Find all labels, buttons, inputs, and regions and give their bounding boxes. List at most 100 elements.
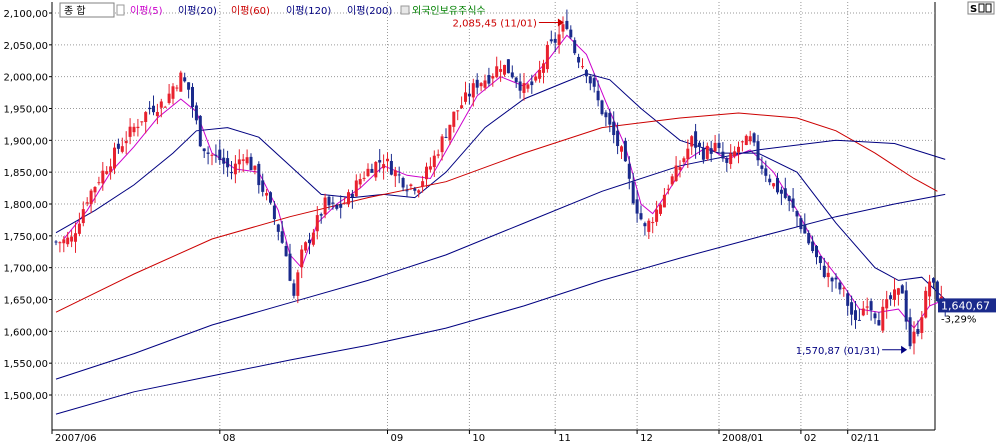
candle-body — [565, 20, 569, 29]
x-tick-label: 02 — [804, 433, 817, 443]
x-tick-label: 11 — [558, 433, 571, 443]
candle-body — [655, 209, 659, 222]
candle-body — [54, 241, 58, 243]
y-axis: 2,100,00 2,050,00 2,000,00 1,950,00 1,900,00… — [3, 9, 52, 402]
candle-body — [163, 106, 167, 108]
candle-body — [534, 76, 538, 81]
candle-body — [109, 166, 113, 173]
candle-body — [288, 253, 292, 281]
candle-body — [167, 93, 171, 103]
candle-body — [846, 293, 850, 306]
candle-body — [421, 181, 425, 187]
candle-body — [686, 148, 690, 160]
candle-body — [932, 278, 935, 283]
candle-body — [241, 159, 245, 161]
candle-body — [698, 142, 701, 147]
candle-body — [413, 188, 417, 191]
candle-body — [194, 105, 198, 121]
candle-body — [721, 151, 725, 159]
close-button-label[interactable]: S — [970, 4, 977, 15]
candle-body — [748, 136, 752, 142]
candle-body — [253, 165, 257, 170]
candle-body — [752, 133, 756, 143]
candle-body — [787, 195, 791, 202]
candle-body — [183, 77, 187, 82]
candle-body — [803, 224, 807, 234]
candle-body — [842, 287, 846, 289]
candle-body — [393, 170, 397, 177]
candle-body — [382, 164, 386, 169]
candle-body — [159, 101, 163, 108]
candle-body — [335, 205, 339, 209]
candle-body — [354, 180, 358, 197]
candle-body — [647, 220, 651, 232]
candle-body — [783, 188, 787, 198]
candle-body — [885, 299, 889, 309]
candle-body — [522, 83, 526, 93]
candle-body — [811, 241, 815, 252]
candle-body — [764, 168, 768, 176]
candle-body — [386, 158, 389, 162]
candle-body — [136, 126, 140, 129]
candle-body — [865, 306, 869, 308]
candle-body — [448, 124, 452, 140]
candle-body — [740, 141, 744, 143]
candle-body — [705, 145, 709, 159]
candle-body — [452, 111, 456, 127]
candle-body — [869, 301, 873, 311]
y-tick-label: 2,050,00 — [3, 41, 48, 52]
x-tick-label: 10 — [472, 433, 485, 443]
candle-body — [487, 74, 491, 84]
candle-body — [93, 186, 97, 193]
candle-body — [854, 310, 857, 321]
candle-body — [175, 87, 179, 89]
candle-body — [257, 163, 261, 186]
candle-body — [733, 151, 737, 157]
candle-body — [682, 158, 686, 163]
candle-body — [315, 215, 319, 232]
close-button[interactable]: S — [967, 1, 995, 15]
ma-line — [55, 72, 946, 300]
candle-body — [670, 176, 674, 185]
candle-body — [432, 155, 436, 168]
candle-body — [573, 40, 577, 54]
legend-box-label[interactable]: 종 합 — [64, 5, 86, 17]
candle-body — [577, 56, 581, 63]
candle-body — [62, 239, 66, 244]
candle-body — [526, 84, 530, 89]
candle-body — [144, 112, 148, 122]
candle-body — [807, 233, 811, 244]
candle-body — [690, 136, 694, 147]
candle-body — [409, 184, 413, 187]
y-tick-label: 1,600,00 — [3, 327, 48, 338]
candle-body — [214, 154, 218, 156]
candle-body — [467, 93, 471, 97]
candle-body — [737, 146, 740, 153]
candle-body — [538, 69, 542, 79]
candle-body — [627, 163, 631, 179]
candle-body — [760, 165, 764, 169]
x-tick-label: 12 — [640, 433, 653, 443]
candle-body — [101, 170, 105, 184]
candle-body — [510, 72, 514, 78]
candle-body — [815, 245, 818, 258]
legend-checkbox[interactable] — [400, 5, 410, 15]
candle-body — [709, 148, 713, 154]
candle-body — [210, 154, 214, 156]
x-tick-label: 2007/06 — [55, 433, 97, 443]
legend-ma200: 이평(200) — [347, 5, 392, 17]
candle-body — [877, 320, 881, 326]
candle-body — [280, 231, 284, 243]
restore-icon — [978, 3, 985, 13]
candle-body — [822, 265, 826, 277]
candle-body — [425, 166, 428, 180]
candle-body — [588, 76, 592, 84]
candle-body — [873, 313, 877, 319]
legend-box[interactable] — [59, 2, 115, 18]
candle-body — [116, 143, 120, 149]
candle-body — [81, 209, 85, 224]
candle-body — [327, 196, 331, 206]
y-tick-label: 1,700,00 — [3, 264, 48, 275]
candle-body — [179, 72, 183, 92]
candle-body — [128, 126, 132, 137]
